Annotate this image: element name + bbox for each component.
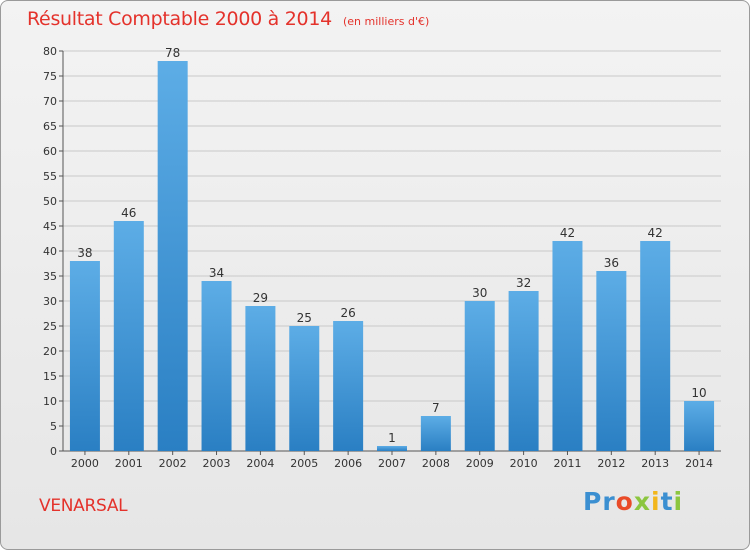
bar xyxy=(420,416,451,451)
y-tick-label: 0 xyxy=(50,445,57,458)
x-tick-label: 2004 xyxy=(246,457,274,470)
bar-value-label: 32 xyxy=(516,276,531,290)
y-tick-label: 80 xyxy=(43,45,57,58)
bar-value-label: 46 xyxy=(121,206,136,220)
y-tick-label: 30 xyxy=(43,295,57,308)
bar xyxy=(377,446,407,451)
x-tick-label: 2013 xyxy=(641,457,669,470)
bar xyxy=(552,241,583,451)
proxiti-logo: Proxiti xyxy=(583,487,683,516)
bar xyxy=(333,321,364,451)
x-tick-label: 2007 xyxy=(378,457,406,470)
x-tick-label: 2012 xyxy=(597,457,625,470)
x-tick-label: 2001 xyxy=(115,457,143,470)
bar-value-label: 7 xyxy=(432,401,440,415)
x-tick-label: 2000 xyxy=(71,457,99,470)
logo-letter: o xyxy=(615,487,634,516)
y-tick-label: 10 xyxy=(43,395,57,408)
y-tick-label: 45 xyxy=(43,220,57,233)
commune-name: VENARSAL xyxy=(39,496,128,516)
x-tick-label: 2011 xyxy=(553,457,581,470)
logo-letter: i xyxy=(673,487,684,516)
x-tick-label: 2005 xyxy=(290,457,318,470)
y-tick-label: 35 xyxy=(43,270,57,283)
bar xyxy=(640,241,671,451)
y-tick-label: 20 xyxy=(43,345,57,358)
x-tick-label: 2009 xyxy=(466,457,494,470)
y-tick-label: 50 xyxy=(43,195,57,208)
logo-letter: x xyxy=(633,487,651,516)
bar-value-label: 34 xyxy=(209,266,224,280)
chart-title: Résultat Comptable 2000 à 2014 xyxy=(27,8,332,30)
bar xyxy=(508,291,539,451)
y-tick-label: 55 xyxy=(43,170,57,183)
bars xyxy=(69,61,715,451)
x-tick-label: 2014 xyxy=(685,457,713,470)
x-tick-label: 2003 xyxy=(203,457,231,470)
bar xyxy=(596,271,627,451)
logo-letter: r xyxy=(602,487,616,516)
labels: 0 5 10 15 20 25 30 35 40 45 50 55 60 65 70 75 80 38 2000 46… xyxy=(43,45,713,470)
y-tick-label: 15 xyxy=(43,370,57,383)
y-tick-label: 70 xyxy=(43,95,57,108)
y-tick-label: 75 xyxy=(43,70,57,83)
y-tick-label: 40 xyxy=(43,245,57,258)
y-tick-label: 5 xyxy=(50,420,57,433)
y-tick-label: 65 xyxy=(43,120,57,133)
bar-value-label: 42 xyxy=(560,226,575,240)
bar xyxy=(201,281,232,451)
bar-value-label: 25 xyxy=(297,311,312,325)
bar-value-label: 29 xyxy=(253,291,268,305)
x-tick-label: 2008 xyxy=(422,457,450,470)
bar-value-label: 10 xyxy=(691,386,706,400)
chart-subtitle: (en milliers d'€) xyxy=(342,15,430,28)
bar xyxy=(464,301,495,451)
logo-letter: P xyxy=(583,487,603,516)
logo-letter: i xyxy=(651,487,661,516)
bar xyxy=(113,221,144,451)
bar-value-label: 30 xyxy=(472,286,487,300)
title-block: Résultat Comptable 2000 à 2014 (en milli… xyxy=(27,8,429,30)
bar-value-label: 1 xyxy=(388,431,396,445)
bar-value-label: 78 xyxy=(165,46,180,60)
bar-value-label: 36 xyxy=(604,256,619,270)
y-tick-label: 25 xyxy=(43,320,57,333)
logo-letter: t xyxy=(660,487,674,516)
x-tick-label: 2006 xyxy=(334,457,362,470)
bar xyxy=(684,401,715,451)
bar xyxy=(245,306,276,451)
bar xyxy=(69,261,100,451)
bar-value-label: 42 xyxy=(648,226,663,240)
bar xyxy=(157,61,188,451)
y-tick-label: 60 xyxy=(43,145,57,158)
bar-value-label: 26 xyxy=(340,306,355,320)
bar-value-label: 38 xyxy=(77,246,92,260)
x-tick-label: 2002 xyxy=(159,457,187,470)
x-tick-label: 2010 xyxy=(510,457,538,470)
bar xyxy=(289,326,320,451)
